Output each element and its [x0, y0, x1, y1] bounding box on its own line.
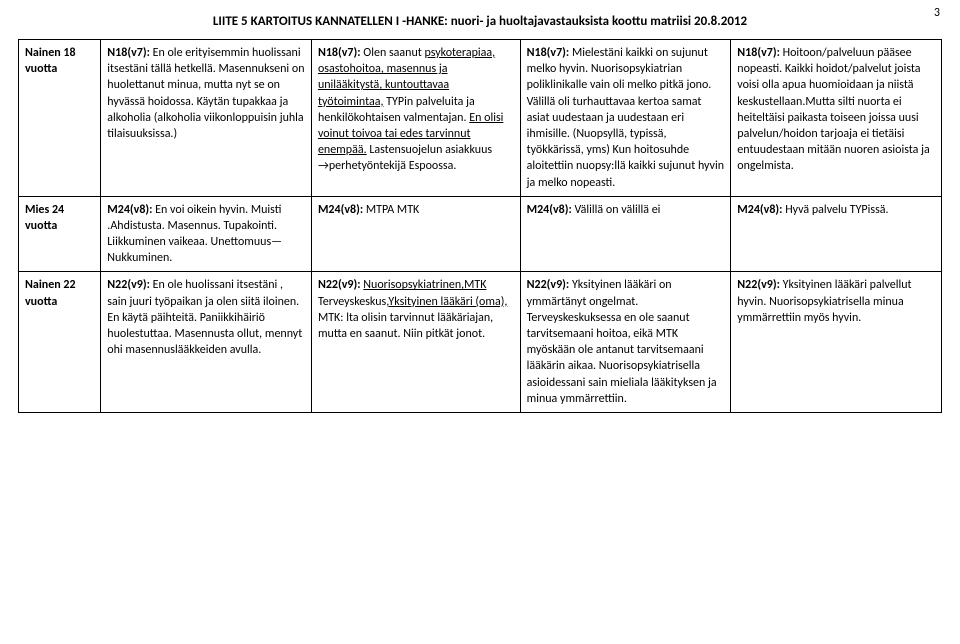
cell-text: Yksityinen lääkäri (oma),: [388, 295, 507, 309]
arrow-icon: [318, 159, 329, 173]
cell-text: Nuorisopsykiatrinen,MTK: [363, 278, 486, 292]
cell-code: N22(v9):: [527, 278, 570, 292]
cell-code: N18(v7):: [107, 46, 150, 60]
cell: M24(v8): En voi oikein hyvin. Muisti .Ah…: [101, 196, 312, 272]
cell: N22(v9): En ole huolissani itsestäni , s…: [101, 272, 312, 413]
row-label: Nainen 18 vuotta: [19, 40, 101, 197]
cell-text: Mielestäni kaikki on sujunut melko hyvin…: [527, 46, 724, 190]
cell-text: Hoitoon/palveluun pääsee nopeasti. Kaikk…: [737, 46, 929, 173]
cell: M24(v8): Välillä on välillä ei: [520, 196, 731, 272]
cell-text: En ole erityisemmin huolissani itsestäni…: [107, 46, 304, 141]
table-row: Nainen 18 vuottaN18(v7): En ole erityise…: [19, 40, 942, 197]
table-row: Nainen 22 vuottaN22(v9): En ole huolissa…: [19, 272, 942, 413]
cell: N18(v7): En ole erityisemmin huolissani …: [101, 40, 312, 197]
cell-text: MTK: lta olisin tarvinnut lääkäriajan, m…: [318, 311, 493, 341]
cell-code: M24(v8):: [527, 203, 572, 217]
cell-code: N22(v9):: [107, 278, 150, 292]
cell-text: Välillä on välillä ei: [572, 203, 661, 217]
row-label: Nainen 22 vuotta: [19, 272, 101, 413]
row-label: Mies 24 vuotta: [19, 196, 101, 272]
page-number: 3: [934, 6, 940, 20]
cell-text: Hyvä palvelu TYPissä.: [782, 203, 888, 217]
table-row: Mies 24 vuottaM24(v8): En voi oikein hyv…: [19, 196, 942, 272]
cell: N22(v9): Nuorisopsykiatrinen,MTK Terveys…: [311, 272, 520, 413]
cell: N22(v9): Yksityinen lääkäri on ymmärtäny…: [520, 272, 731, 413]
cell-code: M24(v8):: [107, 203, 152, 217]
cell: N18(v7): Hoitoon/palveluun pääsee nopeas…: [731, 40, 942, 197]
cell-text: Terveyskeskus,: [318, 295, 388, 309]
cell-code: M24(v8):: [318, 203, 363, 217]
cell-text: Yksityinen lääkäri on ymmärtänyt ongelma…: [527, 278, 717, 405]
cell: N18(v7): Mielestäni kaikki on sujunut me…: [520, 40, 731, 197]
cell: N22(v9): Yksityinen lääkäri palvellut hy…: [731, 272, 942, 413]
cell: N18(v7): Olen saanut psykoterapiaa, osas…: [311, 40, 520, 197]
cell-text: MTPA MTK: [363, 203, 419, 217]
cell-code: N18(v7):: [527, 46, 570, 60]
cell-code: N22(v9):: [737, 278, 780, 292]
matrix-table: Nainen 18 vuottaN18(v7): En ole erityise…: [18, 39, 942, 413]
cell-text: Lastensuojelun asiakkuus: [367, 143, 492, 157]
cell: M24(v8): MTPA MTK: [311, 196, 520, 272]
document-title: LIITE 5 KARTOITUS KANNATELLEN I -HANKE: …: [18, 14, 942, 29]
cell-code: M24(v8):: [737, 203, 782, 217]
cell-text: Olen saanut: [361, 46, 425, 60]
cell: M24(v8): Hyvä palvelu TYPissä.: [731, 196, 942, 272]
cell-code: N18(v7):: [318, 46, 361, 60]
cell-text: perhetyöntekijä Espoossa.: [329, 159, 457, 173]
cell-code: N18(v7):: [737, 46, 780, 60]
cell-code: N22(v9):: [318, 278, 361, 292]
